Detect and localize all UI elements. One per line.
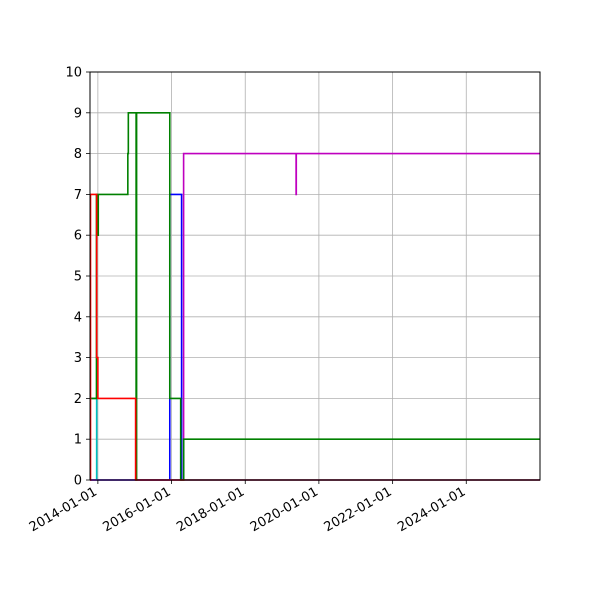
y-tick-label: 8 [74, 147, 82, 162]
series-line-3 [90, 152, 540, 481]
y-tick-label: 3 [74, 351, 82, 366]
y-tick-label: 4 [74, 310, 82, 325]
y-tick-label: 2 [74, 392, 82, 407]
y-tick-label: 10 [65, 66, 82, 81]
y-axis: 0 1 2 3 4 5 6 7 8 9 10 [65, 66, 90, 489]
grid [90, 71, 540, 481]
y-tick-label: 1 [74, 433, 82, 448]
y-tick-label: 6 [74, 229, 82, 244]
y-tick-label: 7 [74, 188, 82, 203]
y-tick-label: 5 [74, 270, 82, 285]
y-tick-label: 0 [74, 474, 82, 489]
y-tick-label: 9 [74, 106, 82, 121]
